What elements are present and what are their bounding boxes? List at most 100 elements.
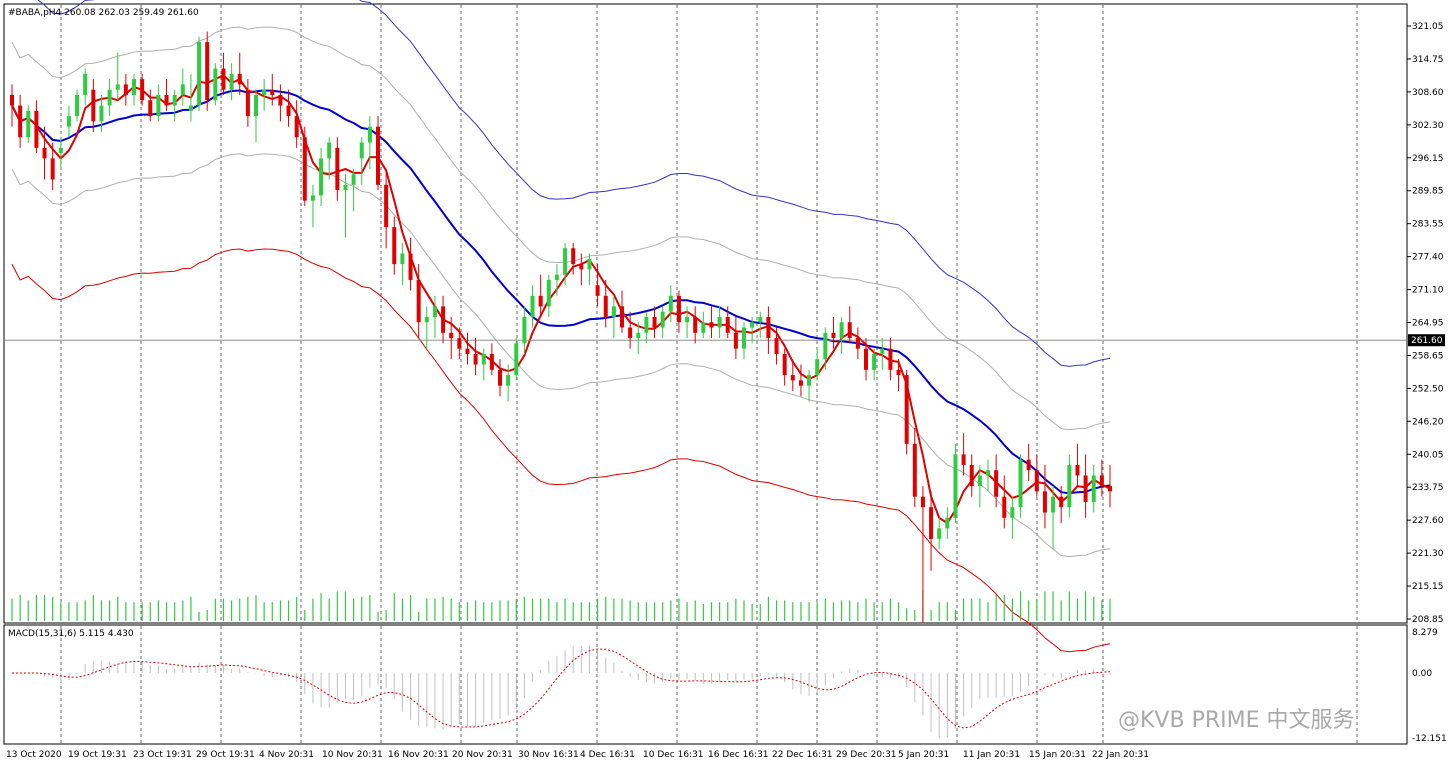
macd-tick-label: 0.00 [1412, 669, 1432, 679]
price-tick-label: 227.60 [1412, 516, 1444, 526]
candle-body [148, 100, 153, 117]
candle-body [847, 322, 852, 339]
candle-body [156, 94, 161, 117]
candle-body [1099, 475, 1104, 487]
candle-body [977, 475, 982, 487]
candle-body [994, 470, 999, 497]
candle-body [107, 89, 112, 106]
candle-body [1059, 496, 1064, 508]
candle-body [969, 464, 974, 487]
time-tick-label: 29 Dec 20:31 [836, 750, 897, 760]
candle-body [1018, 459, 1023, 508]
time-tick-label: 22 Jan 20:31 [1092, 750, 1149, 760]
candle-body [945, 517, 950, 529]
price-tick-label: 215.15 [1412, 582, 1444, 592]
candle-body [441, 306, 446, 333]
time-tick-label: 13 Oct 2020 [6, 750, 62, 760]
candle-body [286, 105, 291, 117]
candle-body [221, 68, 226, 90]
macd-axis: 8.279 0.00 -12.151 [1412, 628, 1447, 744]
price-tick-label: 246.20 [1412, 417, 1444, 427]
candle-body [961, 454, 966, 465]
candle-body [1075, 464, 1080, 476]
time-tick-label: 23 Oct 19:31 [133, 750, 192, 760]
price-tick-label: 271.10 [1412, 286, 1444, 296]
time-tick-label: 5 Jan 20:31 [898, 750, 949, 760]
candle-body [872, 353, 877, 370]
candle-body [864, 348, 868, 370]
time-tick-label: 16 Dec 16:31 [708, 750, 769, 760]
candle-body [538, 295, 543, 307]
candle-body [50, 158, 55, 180]
candle-body [42, 147, 47, 159]
candle-body [798, 380, 803, 386]
candle-body [920, 496, 925, 508]
candle-body [823, 332, 828, 360]
price-tick-label: 314.75 [1412, 55, 1444, 65]
candle-body [676, 295, 681, 323]
current-price-tag [1408, 334, 1445, 347]
candle-body [636, 332, 641, 339]
candle-body [766, 316, 771, 339]
candle-body [563, 248, 568, 275]
candle-body [709, 322, 714, 328]
candle-body [807, 375, 812, 386]
candle-body [652, 316, 657, 328]
price-axis: 321.05 314.75 308.60 302.30 296.15 289.85 283.… [1407, 22, 1445, 625]
candle-body [611, 306, 616, 317]
time-axis: 13 Oct 2020 19 Oct 19:31 23 Oct 19:31 29 Oc… [6, 750, 1149, 760]
candle-body [693, 316, 698, 333]
candle-body [489, 353, 494, 370]
mid-ma-line [11, 89, 1111, 495]
candle-body [506, 375, 511, 386]
price-tick-label: 289.85 [1412, 187, 1444, 197]
candle-body [929, 507, 934, 539]
candle-body [83, 73, 88, 95]
macd-signal-line [12, 648, 1111, 729]
candle-body [595, 285, 600, 296]
candle-body [449, 332, 454, 339]
time-tick-label: 29 Oct 19:31 [196, 750, 255, 760]
price-tick-label: 296.15 [1412, 154, 1444, 164]
candle-body [26, 110, 31, 138]
candle-body [571, 248, 576, 265]
candle-body [685, 316, 690, 323]
candle-body [424, 316, 429, 323]
candle-body [164, 94, 169, 106]
macd-tick-label: 8.279 [1412, 628, 1438, 638]
candle-body [782, 353, 787, 376]
candle-body [1010, 507, 1015, 518]
volume-bars [11, 590, 1111, 621]
candle-body [229, 73, 234, 90]
price-tick-label: 277.40 [1412, 253, 1444, 263]
macd-label: MACD(15,31,6) 5.115 4.430 [8, 629, 134, 639]
price-tick-label: 264.95 [1412, 319, 1444, 329]
candle-body [774, 338, 779, 354]
candle-body [628, 327, 633, 339]
candle-body [750, 322, 755, 328]
candle-body [481, 353, 486, 365]
candle-body [1091, 475, 1096, 502]
candle-body [58, 147, 63, 154]
watermark: @KVB PRIME 中文服务 [1118, 708, 1354, 733]
candle-body [327, 142, 332, 159]
price-tick-label: 302.30 [1412, 121, 1444, 131]
upper-inner-band [11, 26, 1111, 431]
candle-body [34, 110, 39, 148]
price-tick-label: 221.30 [1412, 549, 1444, 559]
candle-body [896, 369, 901, 376]
candle-body [904, 375, 909, 444]
candle-body [115, 84, 120, 90]
candle-body [1026, 459, 1031, 471]
candle-body [294, 116, 299, 138]
candle-body [237, 73, 242, 85]
candle-body [1034, 470, 1039, 492]
candle-body [725, 316, 730, 333]
candle-body [554, 274, 559, 280]
macd-tick-label: -12.151 [1412, 734, 1447, 744]
candle-body [701, 322, 706, 333]
candle-body [392, 227, 397, 265]
upper-outer-band [37, 0, 1111, 367]
candle-body [855, 338, 860, 349]
time-tick-label: 4 Nov 20:31 [259, 750, 314, 760]
